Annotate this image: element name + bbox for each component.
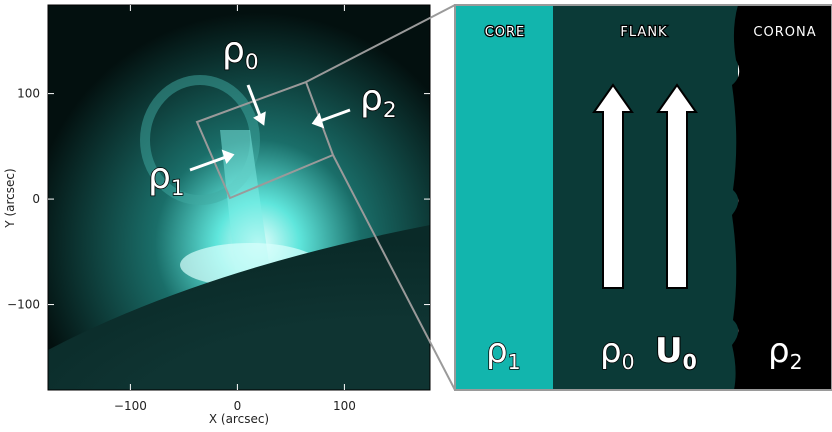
symbol: ρ <box>600 331 622 371</box>
symbol: ρ <box>222 30 245 71</box>
column-header: FLANK <box>620 25 667 40</box>
y-axis-label: Y (arcsec) <box>3 168 17 228</box>
subscript: 2 <box>383 98 397 123</box>
column-header: CORONA <box>753 25 816 40</box>
subscript: 1 <box>171 176 185 201</box>
symbol: ρ <box>768 331 790 371</box>
subscript: 0 <box>622 350 635 374</box>
figure: X (arcsec) Y (arcsec) −1000100−1000100ρ0… <box>0 0 832 432</box>
y-tick-label: 100 <box>17 87 40 101</box>
x-tick-label: −100 <box>114 399 147 413</box>
symbol: ρ <box>486 331 508 371</box>
column-header: CORE <box>485 25 526 40</box>
symbol: ρ <box>148 156 171 197</box>
subscript: 1 <box>508 350 521 374</box>
y-tick-label: −100 <box>7 298 40 312</box>
x-tick-label: 0 <box>234 399 242 413</box>
subscript: 0 <box>683 350 697 374</box>
symbol: U <box>655 331 683 371</box>
x-axis-label: X (arcsec) <box>209 412 269 426</box>
y-tick-label: 0 <box>32 192 40 206</box>
subscript: 2 <box>790 350 803 374</box>
x-tick-label: 100 <box>333 399 356 413</box>
subscript: 0 <box>245 50 259 75</box>
symbol: ρ <box>360 78 383 119</box>
